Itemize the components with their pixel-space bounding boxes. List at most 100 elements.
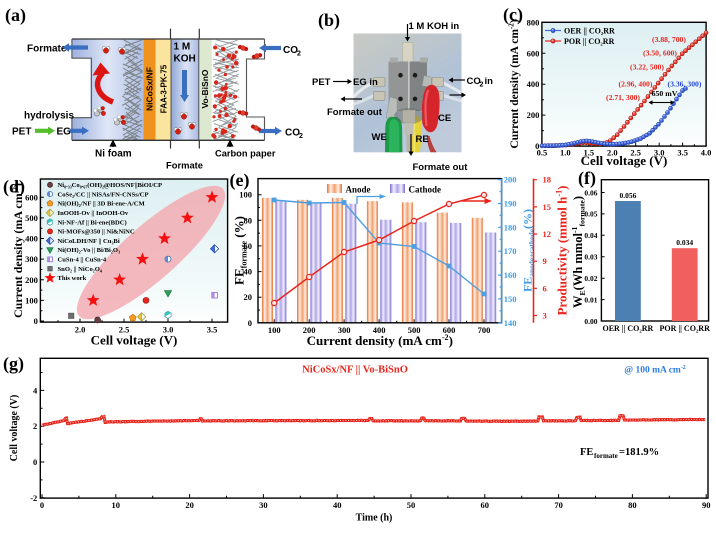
svg-text:2: 2 <box>480 82 484 89</box>
svg-text:CoSe₂/CC || NiSAs/FN-CNSs/CP: CoSe₂/CC || NiSAs/FN-CNSs/CP <box>58 191 149 198</box>
svg-text:70: 70 <box>554 500 563 510</box>
svg-text:3.0: 3.0 <box>654 148 665 158</box>
svg-text:(g): (g) <box>3 354 24 375</box>
svg-text:hydrolysis: hydrolysis <box>24 111 74 122</box>
svg-text:6: 6 <box>543 283 547 293</box>
svg-text:600: 600 <box>25 192 38 202</box>
svg-text:Formate out: Formate out <box>327 107 383 118</box>
svg-text:This work: This work <box>58 275 87 282</box>
svg-text:2.5: 2.5 <box>119 325 130 335</box>
svg-text:(d): (d) <box>3 177 25 198</box>
svg-text:SnO₂ || NiCo₂O₄: SnO₂ || NiCo₂O₄ <box>58 266 102 273</box>
svg-text:Cathode: Cathode <box>409 185 442 195</box>
svg-text:0.034: 0.034 <box>676 238 693 247</box>
svg-text:3.0: 3.0 <box>163 325 174 335</box>
svg-text:WE(Wh mmol-1formate): WE(Wh mmol-1formate) <box>570 196 587 308</box>
svg-text:3: 3 <box>543 311 547 321</box>
svg-text:WE: WE <box>372 132 387 143</box>
svg-text:0.06: 0.06 <box>584 188 597 197</box>
svg-text:4: 4 <box>33 385 38 395</box>
svg-text:Current density (mA cm-2): Current density (mA cm-2) <box>307 333 453 348</box>
svg-text:PET: PET <box>12 127 31 138</box>
svg-text:3.5: 3.5 <box>677 148 688 158</box>
svg-text:NiCoLDH/NF || Cu₃Bi: NiCoLDH/NF || Cu₃Bi <box>58 238 120 245</box>
svg-text:80: 80 <box>244 215 253 225</box>
svg-text:100: 100 <box>239 190 252 200</box>
svg-text:CuSn-4 || CuSn-4: CuSn-4 || CuSn-4 <box>58 257 107 264</box>
svg-text:1 M KOH in: 1 M KOH in <box>409 21 460 32</box>
svg-text:OER || CO₂RR: OER || CO₂RR <box>602 324 653 333</box>
svg-text:200: 200 <box>504 175 517 185</box>
svg-text:300: 300 <box>25 254 38 264</box>
svg-text:Vo-BiSnO: Vo-BiSnO <box>200 69 210 108</box>
svg-text:(2.71, 300): (2.71, 300) <box>606 93 640 102</box>
svg-text:(e): (e) <box>230 170 250 191</box>
svg-text:CO: CO <box>283 45 298 56</box>
svg-text:Ni-NF-Af || Bi-ene(BDC): Ni-NF-Af || Bi-ene(BDC) <box>58 219 127 226</box>
svg-text:650 mV: 650 mV <box>652 89 678 98</box>
svg-text:0.01: 0.01 <box>584 295 597 304</box>
svg-text:CE: CE <box>438 113 451 124</box>
svg-text:2.0: 2.0 <box>75 325 86 335</box>
svg-text:600: 600 <box>527 48 540 58</box>
svg-text:@ 100 mA cm-2: @ 100 mA cm-2 <box>624 365 686 376</box>
svg-text:90: 90 <box>702 500 711 510</box>
svg-text:0: 0 <box>34 316 38 326</box>
svg-text:140: 140 <box>504 318 517 328</box>
svg-text:Carbon paper: Carbon paper <box>215 149 276 159</box>
svg-text:Time (h): Time (h) <box>356 513 393 524</box>
svg-text:400: 400 <box>373 325 386 335</box>
svg-text:0: 0 <box>40 500 44 510</box>
svg-text:15: 15 <box>543 202 552 212</box>
svg-text:12: 12 <box>543 229 552 239</box>
svg-text:200: 200 <box>527 110 540 120</box>
svg-text:POR || CO₂RR: POR || CO₂RR <box>660 324 711 333</box>
svg-text:(f): (f) <box>578 168 596 189</box>
svg-text:OER || CO₂RR: OER || CO₂RR <box>564 27 615 36</box>
svg-text:formate: formate <box>594 452 618 460</box>
svg-text:EG: EG <box>57 127 72 138</box>
svg-text:in: in <box>485 76 494 87</box>
svg-text:NiCoSx/NF: NiCoSx/NF <box>145 67 155 111</box>
svg-text:9: 9 <box>543 256 547 266</box>
svg-text:200: 200 <box>303 325 316 335</box>
svg-text:0.056: 0.056 <box>619 191 636 200</box>
svg-text:Ni(OH)₂-Vo || Bi/Bi₂O₃: Ni(OH)₂-Vo || Bi/Bi₂O₃ <box>58 247 120 254</box>
svg-text:160: 160 <box>504 270 517 280</box>
svg-text:50: 50 <box>407 500 416 510</box>
svg-text:500: 500 <box>25 213 38 223</box>
svg-text:FEformate (%): FEformate (%) <box>232 216 249 285</box>
svg-text:200: 200 <box>25 275 38 285</box>
svg-text:3.5: 3.5 <box>207 325 218 335</box>
svg-text:100: 100 <box>268 325 281 335</box>
svg-text:700: 700 <box>478 325 491 335</box>
svg-text:1 M: 1 M <box>174 42 191 53</box>
svg-text:0: 0 <box>33 457 37 467</box>
svg-text:RE: RE <box>416 134 429 145</box>
svg-text:40: 40 <box>333 500 342 510</box>
svg-text:2.5: 2.5 <box>630 148 641 158</box>
svg-text:20: 20 <box>244 292 253 302</box>
svg-text:(3.22, 500): (3.22, 500) <box>630 63 664 72</box>
svg-text:500: 500 <box>408 325 421 335</box>
svg-text:EG in: EG in <box>353 77 378 88</box>
svg-text:4.0: 4.0 <box>701 148 712 158</box>
svg-text:Current density (mA cm-2): Current density (mA cm-2) <box>10 183 25 318</box>
svg-text:170: 170 <box>504 246 517 256</box>
svg-text:60: 60 <box>244 241 253 251</box>
svg-text:InOOH-Ov || InOOH-Ov: InOOH-Ov || InOOH-Ov <box>58 210 129 217</box>
svg-text:Ni(OH)₂/NF || 3D Bi-ene-A/CM: Ni(OH)₂/NF || 3D Bi-ene-A/CM <box>58 201 146 208</box>
svg-text:=181.9%: =181.9% <box>619 447 659 458</box>
svg-text:Ni foam: Ni foam <box>95 149 132 160</box>
svg-text:2: 2 <box>299 133 303 140</box>
svg-text:18: 18 <box>543 175 552 185</box>
svg-text:-2: -2 <box>30 493 37 503</box>
svg-text:Formate: Formate <box>166 160 203 171</box>
svg-text:(3.50, 600): (3.50, 600) <box>643 49 677 58</box>
svg-text:PET: PET <box>312 77 331 88</box>
svg-text:80: 80 <box>628 500 637 510</box>
svg-text:400: 400 <box>25 234 38 244</box>
svg-text:300: 300 <box>338 325 351 335</box>
svg-text:0.00: 0.00 <box>584 317 597 326</box>
svg-text:60: 60 <box>481 500 490 510</box>
